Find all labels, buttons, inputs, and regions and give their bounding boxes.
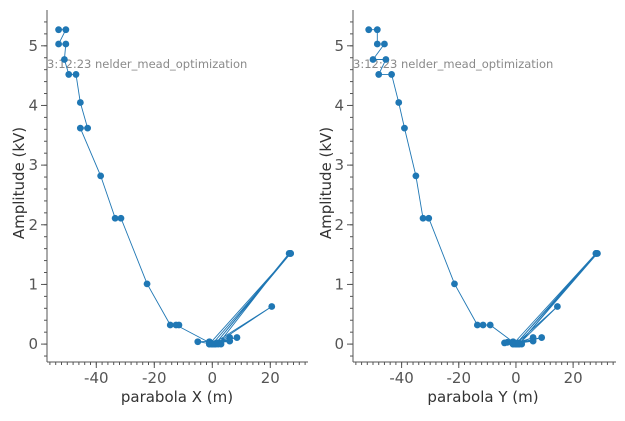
data-point [388,71,395,78]
x-axis-label: parabola Y (m) [427,388,538,406]
data-point [287,250,294,257]
data-point [395,99,403,106]
y-tick-label: 4 [334,96,344,114]
data-point [55,26,62,34]
chart-panel-x: parabola X (m) Amplitude (kV) 3:12:23 ne… [10,10,308,406]
data-point [365,26,373,34]
data-point [72,71,80,78]
data-point [55,40,62,48]
data-point [143,280,151,288]
series-line [368,29,598,345]
data-point [373,40,381,48]
data-point [529,337,537,345]
x-tick-label: 0 [511,369,521,387]
y-tick-label: 3 [334,156,344,174]
data-point [194,338,202,346]
chart-annotation: 3:12:23 nelder_mead_optimization [47,57,247,71]
data-point [76,99,84,106]
y-tick-label: 1 [28,275,38,293]
x-tick-label: 20 [564,369,583,387]
data-point [97,172,105,180]
data-point [479,321,487,329]
data-point [62,40,70,48]
data-point [233,334,241,341]
y-tick-label: 2 [28,216,38,234]
data-point [172,321,180,329]
chart-annotation: 3:12:23 nelder_mead_optimization [353,57,553,71]
x-tick-label: -40 [84,369,109,387]
series-line [57,29,291,345]
data-point [62,26,70,34]
y-tick-label: 3 [28,156,38,174]
chart-panel-y: parabola Y (m) Amplitude (kV) 3:12:23 ne… [317,10,616,406]
data-point [166,321,174,329]
y-axis-label: Amplitude (kV) [317,127,335,239]
x-tick-label: 20 [261,369,280,387]
x-tick-label: -20 [447,369,472,387]
x-axis-label: parabola X (m) [121,388,233,406]
data-point [553,303,561,310]
data-point [381,40,388,48]
x-tick-label: -20 [142,369,167,387]
y-tick-label: 4 [28,96,38,114]
data-point [226,337,234,345]
data-point [84,124,91,132]
data-point [369,56,377,63]
data-point [592,250,600,257]
data-point [451,280,458,288]
data-point [401,124,408,132]
data-point [412,172,420,180]
data-point [117,214,125,222]
y-axis-label: Amplitude (kV) [10,127,28,239]
data-point [111,214,119,222]
data-point [214,339,222,347]
data-point [473,321,481,329]
data-point [268,303,276,310]
data-point [515,339,523,347]
y-tick-label: 5 [334,37,344,55]
y-tick-label: 0 [28,335,38,353]
data-point [76,124,84,132]
data-point [419,214,427,222]
data-point [373,26,381,34]
data-point [65,71,73,78]
data-point [208,340,216,348]
data-point [61,56,68,63]
y-tick-label: 2 [334,216,344,234]
y-tick-label: 5 [28,37,38,55]
data-point [425,214,433,222]
data-point [538,334,546,341]
data-point [486,321,494,329]
x-tick-label: 0 [208,369,218,387]
y-tick-label: 0 [334,335,344,353]
data-point [503,338,511,346]
y-tick-label: 1 [334,275,344,293]
data-point [375,71,383,78]
data-point [382,56,390,63]
x-tick-label: -40 [389,369,414,387]
